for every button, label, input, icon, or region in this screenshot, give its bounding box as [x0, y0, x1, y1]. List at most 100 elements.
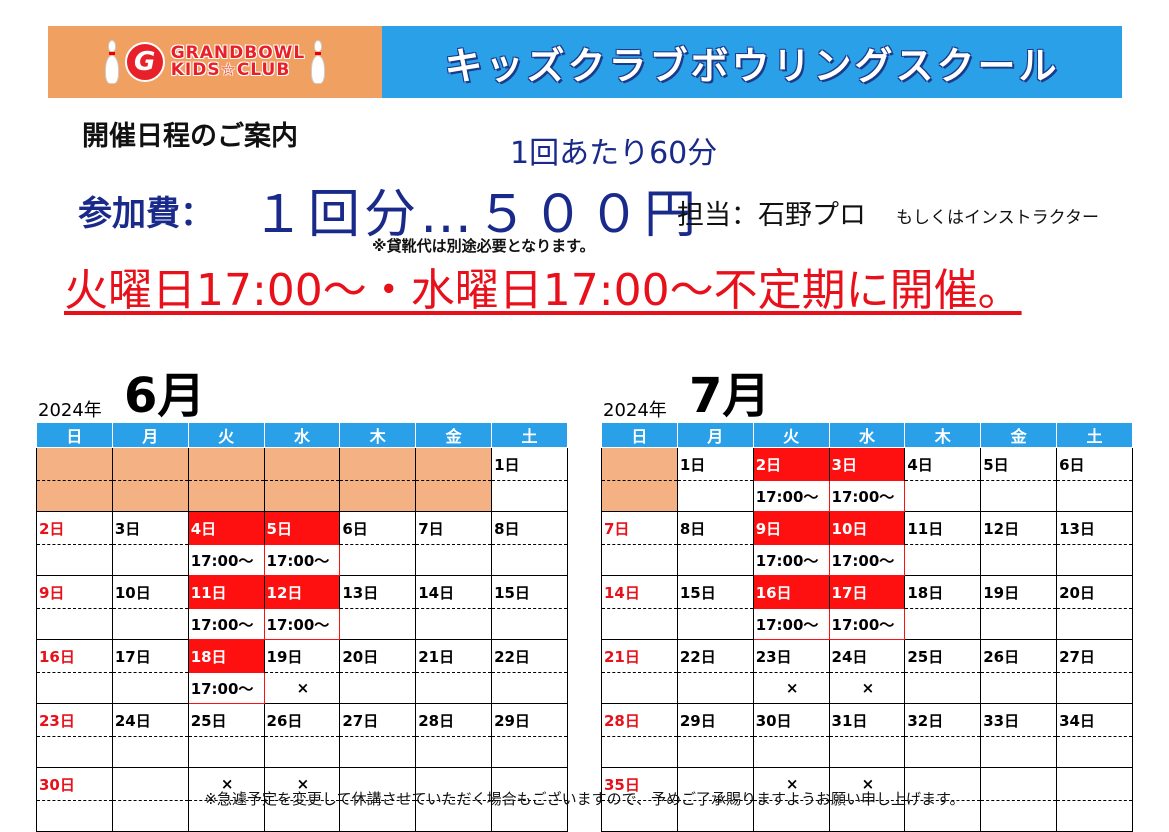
weekday-header: 金 [415, 422, 493, 448]
day-note [491, 608, 568, 640]
fee-value: １回分…５００円 [252, 185, 701, 245]
day-cell [339, 767, 417, 801]
calendar-july: 2024年 7月 日月火水木金土 1日 2日 3日 4日 5日 6日 17:00～ 17:00～… [601, 362, 1133, 832]
weekday-header: 月 [111, 422, 189, 448]
day-note: 17:00～ [828, 480, 906, 512]
day-note [601, 544, 678, 576]
day-cell [339, 447, 417, 481]
day-cell: 12日 [263, 575, 341, 609]
day-note [1056, 672, 1133, 704]
weekday-header: 火 [752, 422, 830, 448]
day-note [111, 736, 189, 768]
day-note [1056, 608, 1133, 640]
day-note [491, 480, 568, 512]
logo: G GRANDBOWL KIDS☆CLUB [48, 26, 382, 98]
day-cell: 11日 [904, 511, 982, 545]
day-note: 17:00～ [187, 672, 265, 704]
day-cell: 7日 [601, 511, 678, 545]
day-cell: 25日 [904, 639, 982, 673]
day-cell: 31日 [828, 703, 906, 737]
day-cell [491, 767, 568, 801]
day-note [904, 736, 982, 768]
day-cell: 27日 [339, 703, 417, 737]
day-cell: 7日 [415, 511, 493, 545]
day-cell: 17日 [111, 639, 189, 673]
day-note: 17:00～ [187, 608, 265, 640]
day-note: 17:00～ [187, 544, 265, 576]
day-cell: 6日 [1056, 447, 1133, 481]
day-cell [263, 447, 341, 481]
session-length: 1回あたり60分 [510, 136, 718, 171]
header-banner: G GRANDBOWL KIDS☆CLUB キッズクラブボウリングスクール [48, 26, 1122, 98]
day-note [415, 544, 493, 576]
day-note [601, 480, 678, 512]
day-note: 17:00～ [752, 544, 830, 576]
day-cell: 2日 [752, 447, 830, 481]
logo-text: GRANDBOWL KIDS☆CLUB [171, 45, 306, 79]
weekday-header: 土 [1056, 422, 1133, 448]
day-note [676, 736, 754, 768]
day-cell [187, 447, 265, 481]
day-cell: 9日 [752, 511, 830, 545]
day-cell: 1日 [676, 447, 754, 481]
day-cell: 18日 [904, 575, 982, 609]
bowling-pin-icon [104, 40, 119, 84]
day-cell: 16日 [752, 575, 830, 609]
day-cell: 5日 [263, 511, 341, 545]
day-note: 17:00～ [828, 608, 906, 640]
day-note [676, 672, 754, 704]
logo-mark: G [124, 42, 165, 82]
day-cell: 18日 [187, 639, 265, 673]
day-note [904, 608, 982, 640]
day-cell: 14日 [415, 575, 493, 609]
day-cell: 13日 [339, 575, 417, 609]
day-note [752, 736, 830, 768]
footer-note: ※急遽予定を変更して休講させていただく場合もございますので、予めご了承賜りますよ… [204, 790, 965, 808]
day-cell: 29日 [676, 703, 754, 737]
day-note [1056, 736, 1133, 768]
day-note [36, 672, 113, 704]
day-cell: 11日 [187, 575, 265, 609]
day-cell: 26日 [980, 639, 1058, 673]
day-cell: 2日 [36, 511, 113, 545]
banner-title: キッズクラブボウリングスクール [444, 43, 1060, 88]
day-cell: 12日 [980, 511, 1058, 545]
day-cell: 4日 [187, 511, 265, 545]
day-cell: 20日 [1056, 575, 1133, 609]
day-note [1056, 544, 1133, 576]
weekday-header: 水 [828, 422, 906, 448]
logo-line-1: GRANDBOWL [170, 43, 306, 63]
schedule-line: 火曜日17:00～・水曜日17:00～不定期に開催。 [64, 265, 1022, 316]
day-cell [111, 447, 189, 481]
day-note [491, 736, 568, 768]
day-cell: 13日 [1056, 511, 1133, 545]
instructor-sub: もしくはインストラクター [896, 208, 1099, 228]
day-note [601, 672, 678, 704]
day-note: × [828, 672, 906, 704]
day-cell: 17日 [828, 575, 906, 609]
day-note [36, 544, 113, 576]
weekday-header: 金 [980, 422, 1058, 448]
day-cell: 29日 [491, 703, 568, 737]
day-note [415, 672, 493, 704]
weekday-header: 日 [36, 422, 113, 448]
day-note: 17:00～ [263, 544, 341, 576]
day-cell: 16日 [36, 639, 113, 673]
day-note [111, 480, 189, 512]
weekday-header: 月 [676, 422, 754, 448]
day-note [339, 608, 417, 640]
day-cell: 24日 [111, 703, 189, 737]
day-cell: 20日 [339, 639, 417, 673]
day-cell: 34日 [1056, 703, 1133, 737]
day-cell [36, 447, 113, 481]
day-cell: 1日 [491, 447, 568, 481]
day-note: 17:00～ [752, 608, 830, 640]
day-note [828, 736, 906, 768]
day-note [339, 480, 417, 512]
logo-line-2: KIDS☆CLUB [170, 60, 291, 80]
day-note [980, 544, 1058, 576]
weekday-header: 火 [187, 422, 265, 448]
day-note [339, 544, 417, 576]
calendar-month: 6月 [124, 368, 206, 424]
day-cell: 15日 [676, 575, 754, 609]
